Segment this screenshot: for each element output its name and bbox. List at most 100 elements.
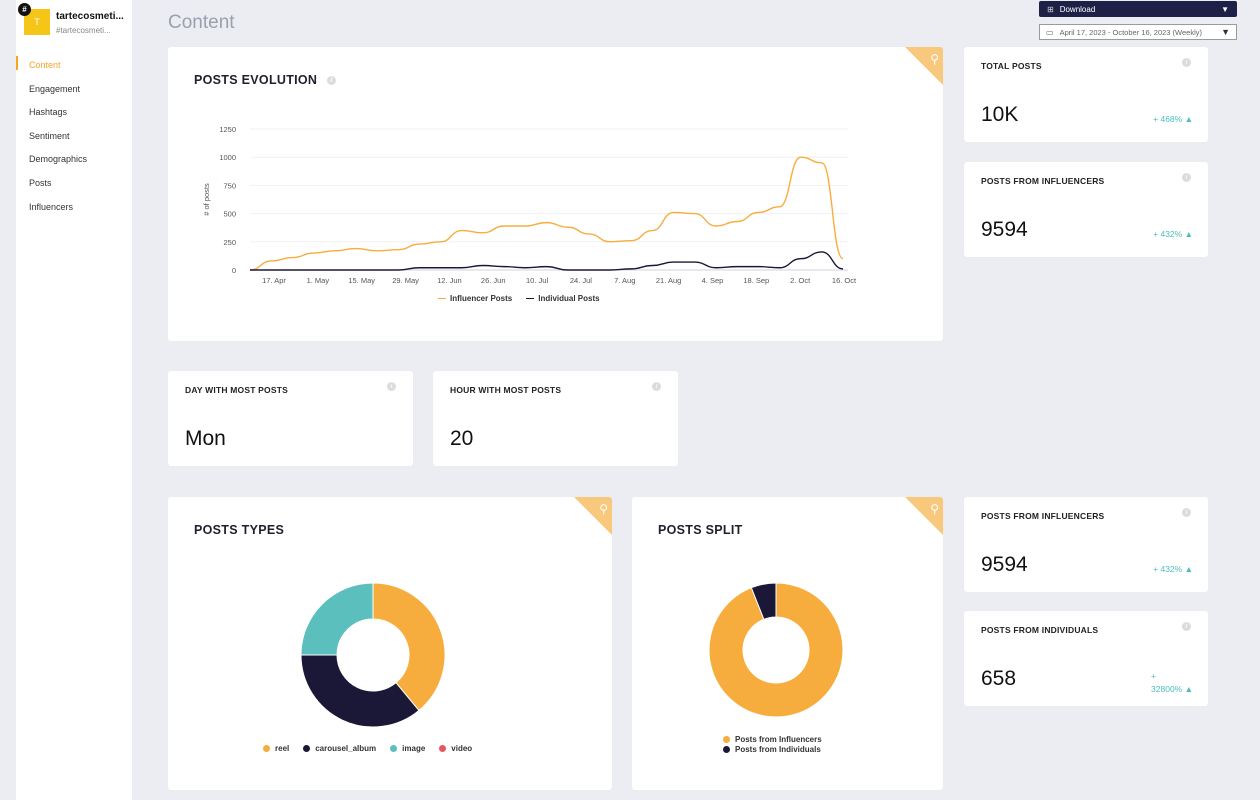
stat-value: 10K bbox=[981, 103, 1019, 126]
legend-dot bbox=[723, 735, 730, 743]
donut-slice-posts-from-individuals[interactable] bbox=[750, 582, 777, 620]
x-tick-label: 21. Aug bbox=[656, 276, 681, 285]
stat-value: 20 bbox=[450, 427, 474, 450]
x-tick-label: 18. Sep bbox=[743, 276, 769, 285]
x-tick-label: 4. Sep bbox=[702, 276, 724, 285]
x-tick-label: 16. Oct bbox=[832, 276, 857, 285]
posts-types-legend: reel carousel_album image video bbox=[263, 744, 486, 753]
calendar-icon: ▭ bbox=[1046, 27, 1054, 37]
stat-change: + 32800% ▲ bbox=[1151, 671, 1193, 694]
legend-label: reel bbox=[275, 744, 290, 753]
download-icon: ⊞ bbox=[1047, 4, 1054, 14]
sidebar: T # tartecosmeti... #tartecosmeti... Con… bbox=[16, 0, 132, 800]
magnifier-icon[interactable]: ⚲ bbox=[930, 52, 939, 66]
posts-split-donut bbox=[708, 582, 844, 718]
sidebar-item-posts[interactable]: Posts bbox=[29, 177, 52, 188]
info-icon[interactable]: i bbox=[1182, 622, 1191, 631]
brand-handle: #tartecosmeti... bbox=[56, 26, 111, 35]
date-range-picker[interactable]: ▭ April 17, 2023 - October 16, 2023 (Wee… bbox=[1039, 24, 1237, 40]
download-label: Download bbox=[1059, 4, 1096, 14]
series-line-influencer-posts[interactable] bbox=[249, 156, 844, 271]
posts-evolution-chart: 0 250 500 750 1000 1250 # of posts 17. Apr 1. Ma… bbox=[202, 125, 857, 285]
legend-dot bbox=[390, 745, 398, 752]
legend-item-posts-from-influencers[interactable]: Posts from Influencers bbox=[723, 734, 822, 744]
posts-types-title: POSTS TYPES bbox=[194, 523, 285, 537]
posts-split-title: POSTS SPLIT bbox=[658, 523, 743, 537]
legend-item-reel[interactable]: reel bbox=[263, 744, 289, 753]
y-tick-label: 0 bbox=[232, 266, 236, 275]
x-tick-label: 12. Jun bbox=[437, 276, 462, 285]
sidebar-item-demographics[interactable]: Demographics bbox=[29, 154, 88, 165]
x-tick-label: 7. Aug bbox=[614, 276, 635, 285]
stat-card-total-posts: TOTAL POSTS i 10K + 468% ▲ bbox=[964, 47, 1208, 142]
donut-slice-reel[interactable] bbox=[372, 582, 446, 712]
stat-change: + 468% ▲ bbox=[1153, 114, 1193, 124]
sidebar-item-content[interactable]: Content bbox=[16, 54, 132, 78]
legend-swatch bbox=[438, 297, 446, 300]
stat-change-value: 32800% ▲ bbox=[1151, 684, 1193, 694]
x-tick-label: 10. Jul bbox=[526, 276, 548, 285]
y-tick-label: 750 bbox=[223, 181, 236, 190]
donut-slice-posts-from-influencers[interactable] bbox=[708, 582, 844, 718]
brand-name: tartecosmeti... bbox=[56, 11, 124, 22]
info-icon[interactable]: i bbox=[387, 382, 396, 391]
x-tick-label: 2. Oct bbox=[790, 276, 811, 285]
legend-dot bbox=[439, 745, 447, 752]
posts-types-card: POSTS TYPES ⚲ reel carousel_album image … bbox=[168, 497, 612, 790]
stat-change: + 432% ▲ bbox=[1153, 229, 1193, 239]
legend-item-image[interactable]: image bbox=[390, 744, 425, 753]
info-icon[interactable]: i bbox=[652, 382, 661, 391]
page-title: Content bbox=[168, 12, 235, 33]
legend-item-video[interactable]: video bbox=[439, 744, 472, 753]
posts-split-card: POSTS SPLIT ⚲ Posts from Influencers Pos… bbox=[632, 497, 943, 790]
legend-item-influencer-posts[interactable]: Influencer Posts bbox=[438, 294, 512, 303]
posts-evolution-card: POSTS EVOLUTION i ⚲ 0 250 500 750 1000 1250 # … bbox=[168, 47, 943, 341]
legend-swatch bbox=[526, 297, 535, 300]
posts-evolution-title: POSTS EVOLUTION i bbox=[194, 73, 337, 87]
sidebar-item-sentiment[interactable]: Sentiment bbox=[29, 130, 70, 141]
donut-slice-image[interactable] bbox=[300, 582, 374, 656]
sidebar-item-hashtags[interactable]: Hashtags bbox=[29, 107, 68, 118]
stat-value: Mon bbox=[185, 427, 226, 450]
legend-label: Influencer Posts bbox=[450, 294, 513, 303]
stat-change: + 432% ▲ bbox=[1153, 564, 1193, 574]
info-icon[interactable]: i bbox=[1182, 173, 1191, 182]
info-icon[interactable]: i bbox=[327, 76, 337, 86]
info-icon[interactable]: i bbox=[1182, 508, 1191, 517]
chevron-down-icon: ▼ bbox=[1221, 4, 1229, 14]
stat-card-posts-from-influencers-2: POSTS FROM INFLUENCERS i 9594 + 432% ▲ bbox=[964, 497, 1208, 592]
legend-label: carousel_album bbox=[315, 744, 377, 753]
series-line-individual-posts[interactable] bbox=[249, 251, 844, 271]
donut-slice-carousel-album[interactable] bbox=[300, 654, 420, 728]
magnifier-icon[interactable]: ⚲ bbox=[930, 502, 939, 516]
legend-item-carousel-album[interactable]: carousel_album bbox=[303, 744, 376, 753]
stat-change-sign: + bbox=[1151, 671, 1156, 681]
x-tick-label: 24. Jul bbox=[570, 276, 592, 285]
posts-types-donut bbox=[300, 582, 446, 728]
brand-logo-letter: T bbox=[34, 17, 40, 27]
legend-dot bbox=[723, 745, 730, 753]
magnifier-icon[interactable]: ⚲ bbox=[599, 502, 608, 516]
y-axis-label: # of posts bbox=[202, 183, 211, 216]
stat-label: POSTS FROM INFLUENCERS bbox=[981, 176, 1105, 186]
sidebar-item-influencers[interactable]: Influencers bbox=[29, 201, 74, 212]
download-button[interactable]: ⊞ Download ▼ bbox=[1039, 1, 1237, 17]
legend-item-individual-posts[interactable]: Individual Posts bbox=[526, 294, 600, 303]
legend-label: image bbox=[402, 744, 426, 753]
legend-item-posts-from-individuals[interactable]: Posts from Individuals bbox=[723, 744, 822, 754]
x-tick-label: 15. May bbox=[348, 276, 375, 285]
x-tick-label: 1. May bbox=[307, 276, 330, 285]
legend-label: Posts from Influencers bbox=[735, 734, 822, 744]
sidebar-item-engagement[interactable]: Engagement bbox=[29, 83, 81, 94]
brand[interactable]: T # tartecosmeti... #tartecosmeti... bbox=[18, 3, 134, 39]
stat-card-hour-most-posts: HOUR WITH MOST POSTS i 20 bbox=[433, 371, 678, 466]
sidebar-nav: Content Engagement Hashtags Sentiment De… bbox=[16, 54, 132, 219]
y-tick-label: 1250 bbox=[219, 125, 236, 134]
stat-label: POSTS FROM INFLUENCERS bbox=[981, 511, 1105, 521]
info-icon[interactable]: i bbox=[1182, 58, 1191, 67]
zoom-corner bbox=[905, 47, 943, 85]
hashtag-symbol: # bbox=[22, 5, 27, 14]
y-tick-label: 500 bbox=[223, 210, 236, 219]
legend-label: video bbox=[451, 744, 473, 753]
zoom-corner bbox=[574, 497, 612, 535]
